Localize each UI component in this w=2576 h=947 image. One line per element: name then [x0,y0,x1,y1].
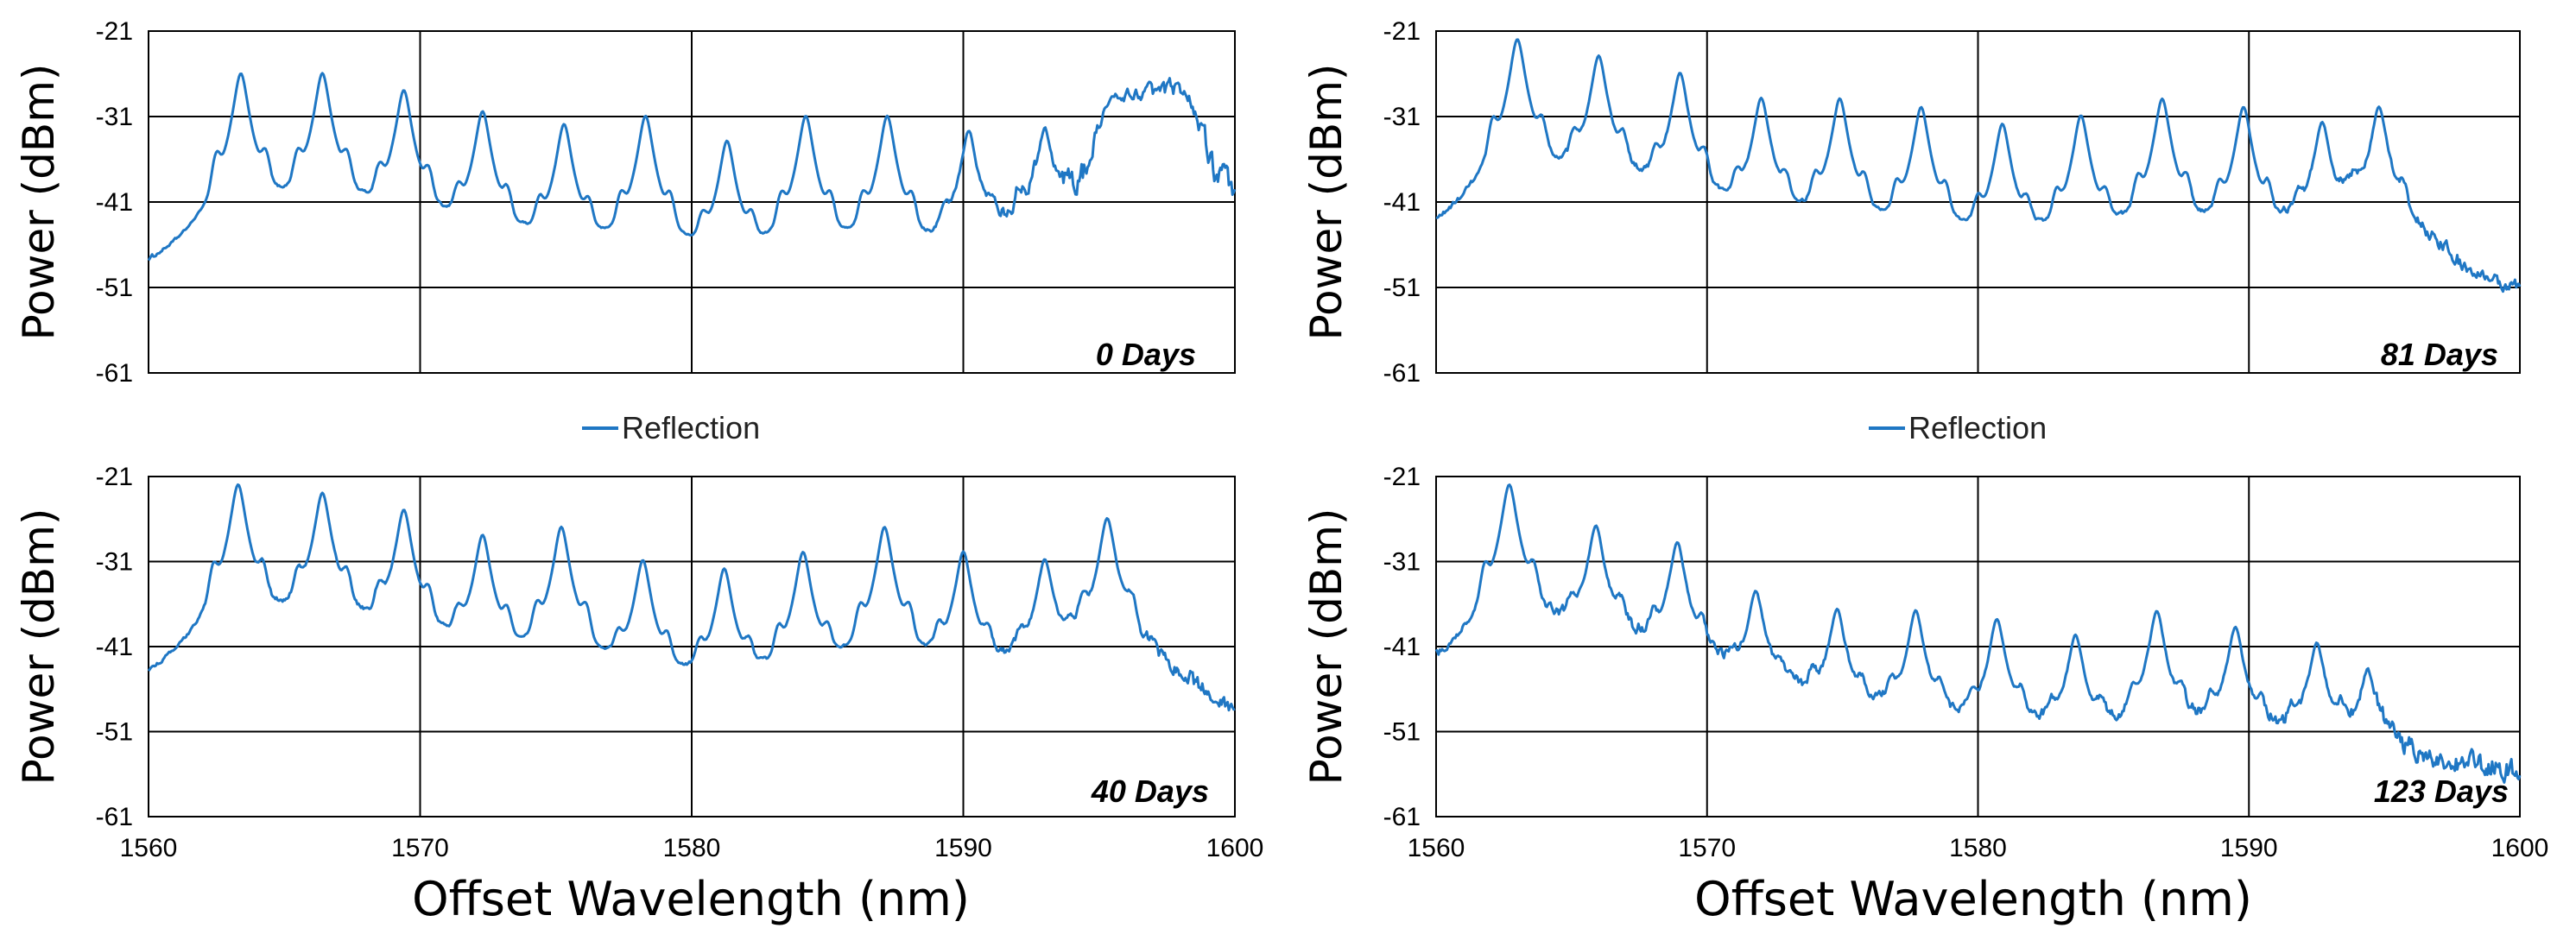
y-tick-label: -21 [96,17,133,46]
plot-area-frame [1435,30,2521,374]
plot-area-frame [148,30,1236,374]
y-tick-label: -51 [1383,718,1421,747]
y-tick-label: -61 [1383,359,1421,388]
x-tick-label: 1560 [1408,834,1465,862]
chart-81-days: -21 -31 -41 -51 -61 Power (dBm) 81 Days Reflect… [1301,17,2522,445]
y-tick-label: -31 [1383,103,1421,131]
y-axis-label: Power (dBm) [1301,64,1351,341]
y-tick-label: -51 [96,274,133,302]
series-line-reflection [147,72,1237,262]
y-tick-label: -21 [1383,463,1421,491]
plot-area-frame [1435,476,2521,818]
series-line-reflection [1434,483,2522,784]
series-line-reflection [1435,38,2522,294]
chart-0-days: -21 -31 -41 -51 -61 Power (dBm) 0 Days Reflecti… [14,17,1237,445]
days-annotation: 123 Days [2374,773,2509,809]
x-axis-label: Offset Wavelength (nm) [412,872,970,926]
x-tick-label: 1590 [934,834,992,862]
y-tick-label: -51 [1383,274,1421,302]
y-axis-label: Power (dBm) [14,508,64,786]
plot-area-frame [148,476,1236,818]
legend: Reflection [582,410,760,445]
x-tick-label: 1570 [391,834,449,862]
y-tick-label: -41 [96,633,133,661]
chart-123-days: -21 -31 -41 -51 -61 1560 1570 1580 1590 1600 Power… [1301,463,2548,926]
x-tick-label: 1590 [2220,834,2278,862]
y-tick-label: -41 [96,188,133,217]
legend-label: Reflection [1908,410,2047,445]
x-tick-label: 1580 [663,834,721,862]
y-tick-label: -31 [1383,548,1421,577]
x-axis-label: Offset Wavelength (nm) [1694,872,2252,926]
y-tick-label: -61 [1383,803,1421,831]
y-tick-label: -31 [96,548,133,577]
legend-label: Reflection [622,410,760,445]
y-axis-label: Power (dBm) [1301,508,1351,786]
days-annotation: 81 Days [2381,337,2498,372]
days-annotation: 0 Days [1096,337,1196,372]
y-tick-label: -21 [1383,17,1421,46]
y-tick-label: -41 [1383,188,1421,217]
days-annotation: 40 Days [1091,773,1209,809]
y-tick-label: -61 [96,803,133,831]
x-tick-label: 1600 [1206,834,1264,862]
series-line-reflection [147,483,1236,712]
y-axis-label: Power (dBm) [14,64,64,341]
y-tick-label: -61 [96,359,133,388]
x-tick-label: 1570 [1678,834,1736,862]
y-tick-label: -51 [96,718,133,747]
x-tick-label: 1580 [1949,834,2007,862]
chart-40-days: -21 -31 -41 -51 -61 1560 1570 1580 1590 1600 Power… [14,463,1263,926]
legend: Reflection [1869,410,2047,445]
x-tick-label: 1600 [2491,834,2549,862]
y-tick-label: -21 [96,463,133,491]
y-tick-label: -31 [96,103,133,131]
y-tick-label: -41 [1383,633,1421,661]
x-tick-label: 1560 [120,834,178,862]
